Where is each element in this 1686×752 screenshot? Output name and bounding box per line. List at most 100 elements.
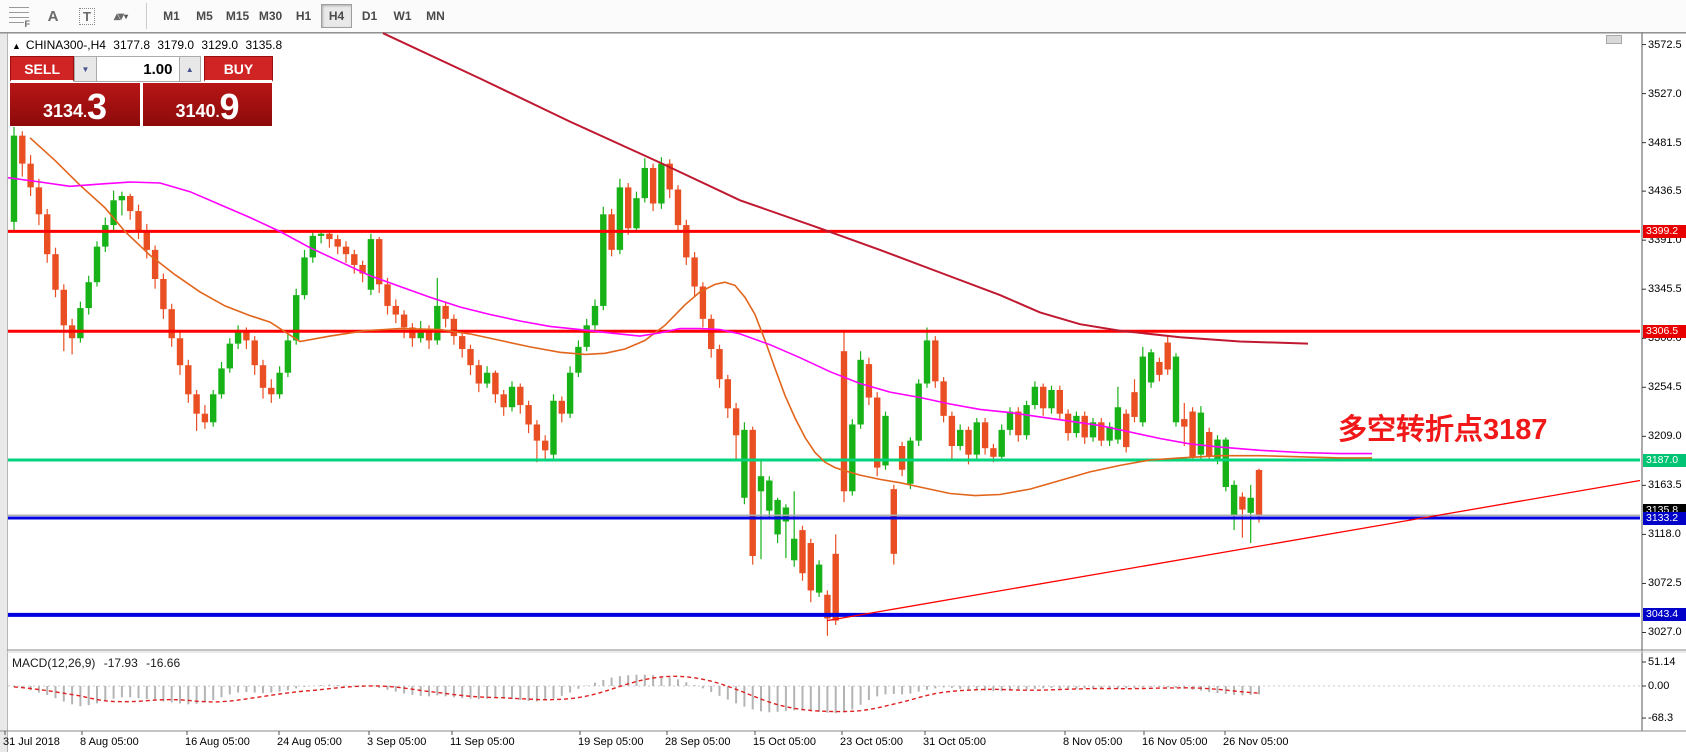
ohlc-open: 3177.8 bbox=[113, 38, 150, 52]
timeframe-button-d1[interactable]: D1 bbox=[361, 9, 378, 23]
candle-body bbox=[500, 394, 507, 408]
time-axis-label: 16 Nov 05:00 bbox=[1142, 736, 1208, 748]
timeframe-button-h1[interactable]: H1 bbox=[295, 9, 312, 23]
candle-body bbox=[732, 408, 740, 436]
candle-body bbox=[957, 429, 964, 447]
time-axis-label: 28 Sep 05:00 bbox=[665, 736, 731, 748]
candle-body bbox=[1247, 497, 1254, 513]
candle-body bbox=[243, 330, 250, 341]
macd-axis-tick: 51.14 bbox=[1648, 656, 1676, 668]
candle-body bbox=[824, 594, 831, 619]
candle-body bbox=[118, 195, 126, 201]
text-label-tool-icon[interactable]: A bbox=[47, 7, 59, 25]
sell-price-panel[interactable]: 3134. 3 bbox=[10, 83, 140, 126]
candle-body bbox=[1222, 439, 1229, 487]
price-axis-tick: 3072.5 bbox=[1648, 577, 1682, 590]
candle-body bbox=[1147, 352, 1155, 383]
candle-body bbox=[1081, 415, 1088, 438]
candle-body bbox=[973, 422, 980, 455]
fast-ma-line bbox=[29, 137, 1372, 497]
time-axis-label: 11 Sep 05:00 bbox=[450, 736, 515, 748]
candle-body bbox=[467, 349, 474, 366]
candle-body bbox=[749, 429, 756, 556]
candle-body bbox=[351, 254, 358, 265]
sell-price-pip: 3 bbox=[86, 86, 107, 127]
candle-body bbox=[259, 365, 267, 388]
collapse-quote-icon[interactable]: ▲ bbox=[12, 41, 21, 51]
candle-body bbox=[376, 239, 383, 285]
arrows-tool-icon[interactable]: ▴▾ ▾ bbox=[113, 9, 129, 23]
candle-body bbox=[674, 189, 682, 226]
chart-text-annotation[interactable]: 多空转折点3187 bbox=[1338, 414, 1548, 446]
candle-body bbox=[27, 163, 34, 188]
candle-body bbox=[915, 383, 922, 441]
candle-body bbox=[210, 394, 217, 423]
candle-body bbox=[475, 365, 482, 384]
price-axis-tick: 3481.5 bbox=[1648, 136, 1682, 149]
candle-body bbox=[276, 372, 283, 395]
one-click-trade-panel: SELL ▼ 1.00 ▲ BUY 3134. 3 3140. 9 bbox=[10, 56, 274, 126]
time-axis-label: 31 Oct 05:00 bbox=[923, 736, 986, 748]
candle-body bbox=[151, 249, 159, 279]
volume-increase-button[interactable]: ▲ bbox=[178, 56, 201, 82]
level-price-badge: 3133.2 bbox=[1643, 511, 1686, 525]
candle-body bbox=[1131, 392, 1138, 417]
price-axis-tick: 3572.5 bbox=[1648, 38, 1682, 51]
volume-input[interactable]: 1.00 bbox=[96, 56, 179, 82]
candle-body bbox=[998, 429, 1005, 457]
buy-price-panel[interactable]: 3140. 9 bbox=[143, 83, 272, 126]
timeframe-button-m15[interactable]: M15 bbox=[225, 9, 250, 23]
candle-body bbox=[1040, 386, 1047, 409]
price-axis-tick: 3436.5 bbox=[1648, 185, 1682, 198]
chart-header: ▲ CHINA300-,H4 3177.8 3179.0 3129.0 3135.… bbox=[12, 38, 286, 52]
candle-body bbox=[1098, 422, 1105, 441]
candle-body bbox=[1214, 439, 1221, 461]
long-descending-ma-line bbox=[382, 32, 1309, 345]
sell-button[interactable]: SELL bbox=[10, 56, 75, 82]
candle-body bbox=[1048, 389, 1055, 409]
candle-body bbox=[566, 372, 574, 414]
ascending-trendline[interactable] bbox=[826, 479, 1641, 622]
timeframe-button-m5[interactable]: M5 bbox=[196, 9, 213, 23]
candle-body bbox=[450, 318, 458, 337]
price-axis-tick: 3254.5 bbox=[1648, 381, 1682, 394]
candle-body bbox=[542, 440, 549, 451]
candle-body bbox=[1156, 361, 1163, 375]
candle-body bbox=[384, 284, 391, 306]
candle-body bbox=[268, 387, 275, 395]
candle-body bbox=[616, 187, 624, 250]
timeframe-button-m30[interactable]: M30 bbox=[258, 9, 283, 23]
timeframe-button-mn[interactable]: MN bbox=[426, 9, 445, 23]
text-box-tool-icon[interactable]: T bbox=[72, 4, 102, 28]
candle-body bbox=[990, 448, 997, 457]
candle-body bbox=[52, 254, 59, 290]
sell-price-main: 3134 bbox=[43, 101, 84, 121]
volume-decrease-button[interactable]: ▼ bbox=[74, 56, 97, 82]
chevron-down-icon[interactable]: ▾ bbox=[124, 11, 129, 21]
timeframe-button-h4[interactable]: H4 bbox=[321, 4, 352, 28]
candle-body bbox=[1015, 411, 1022, 436]
candle-body bbox=[459, 336, 466, 350]
sell-price-dot: . bbox=[83, 104, 87, 120]
candle-body bbox=[342, 246, 350, 255]
candle-body bbox=[1206, 432, 1213, 457]
candle-body bbox=[948, 415, 956, 447]
candle-body bbox=[1239, 496, 1246, 510]
candle-body bbox=[575, 346, 582, 373]
time-axis-label: 8 Aug 05:00 bbox=[80, 736, 139, 748]
macd-indicator-label: MACD(12,26,9) -17.93 -16.66 bbox=[12, 656, 185, 670]
candle-body bbox=[135, 211, 142, 231]
fibonacci-tool-icon[interactable]: F bbox=[4, 4, 34, 29]
candle-body bbox=[517, 386, 524, 406]
candle-body bbox=[840, 351, 848, 492]
candle-body bbox=[19, 135, 26, 164]
candle-body bbox=[874, 397, 881, 468]
timeframe-button-w1[interactable]: W1 bbox=[393, 9, 412, 23]
timeframe-button-m1[interactable]: M1 bbox=[163, 9, 180, 23]
candle-body bbox=[981, 422, 989, 449]
buy-button[interactable]: BUY bbox=[203, 56, 274, 82]
timeframe-button-group: M1 M5 M15 M30 H1 H4 D1 W1 MN bbox=[155, 4, 452, 28]
candle-body bbox=[492, 372, 499, 395]
candle-body bbox=[284, 340, 292, 373]
